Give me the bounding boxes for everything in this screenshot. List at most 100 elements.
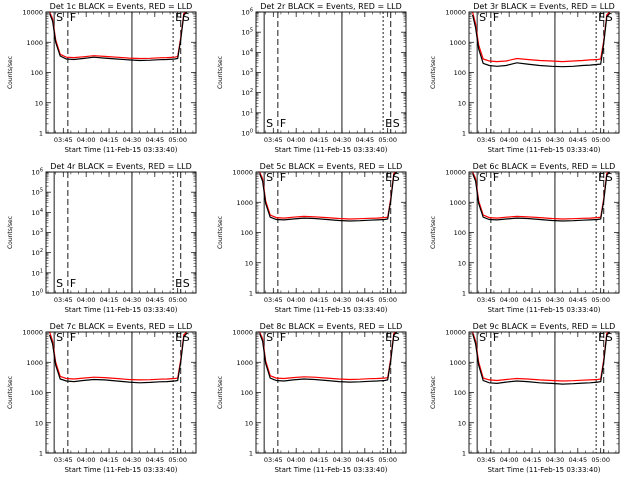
- y-tick-label: 1000: [449, 359, 466, 367]
- y-tick-label: 10000: [232, 169, 253, 177]
- y-tick-label: 1: [39, 130, 43, 138]
- x-tick-label: 05:00: [168, 136, 187, 144]
- plot-frame: [255, 331, 407, 454]
- marker-label: E: [385, 117, 392, 130]
- y-tick-label: 101: [242, 108, 253, 117]
- marker-label: E: [175, 277, 182, 290]
- y-tick-label: 1: [462, 450, 466, 458]
- plot-frame: [468, 171, 620, 294]
- x-tick-label: 03:45: [54, 296, 73, 304]
- plot-frame: [45, 11, 197, 134]
- x-tick-label: 05:00: [168, 456, 187, 464]
- marker-label: F: [493, 171, 499, 184]
- panel-title: Det 8c BLACK = Events, RED = LLD: [260, 322, 403, 331]
- series-line-lld: [259, 331, 398, 381]
- y-axis-label: Counts/sec: [7, 216, 14, 249]
- marker-label: S: [479, 331, 486, 344]
- x-tick-label: 04:15: [100, 296, 119, 304]
- x-tick-label: 04:45: [568, 136, 587, 144]
- x-tick-label: 05:00: [168, 296, 187, 304]
- y-tick-label: 1000: [26, 39, 43, 47]
- y-axis-label: Counts/sec: [217, 56, 224, 89]
- x-tick-label: 04:45: [568, 296, 587, 304]
- plot-frame: [45, 331, 197, 454]
- y-tick-label: 100: [454, 69, 466, 77]
- plot-frame: [468, 11, 620, 134]
- marker-label: S: [479, 11, 486, 24]
- panel-title: Det 9c BLACK = Events, RED = LLD: [473, 322, 616, 331]
- marker-label: S: [266, 171, 273, 184]
- x-axis-label: Start Time (11-Feb-15 03:33:40): [274, 466, 387, 474]
- y-tick-label: 1000: [449, 199, 466, 207]
- y-tick-label: 1: [462, 130, 466, 138]
- x-tick-label: 03:45: [54, 136, 73, 144]
- marker-label: S: [606, 331, 613, 344]
- y-tick-label: 10: [245, 259, 253, 267]
- series-line-lld: [49, 331, 188, 381]
- series-line-lld: [472, 11, 611, 63]
- marker-label: S: [56, 11, 63, 24]
- y-tick-label: 106: [32, 168, 43, 177]
- x-tick-label: 05:00: [378, 296, 397, 304]
- marker-label: E: [175, 331, 182, 344]
- y-tick-label: 10000: [445, 329, 466, 337]
- marker-label: S: [266, 117, 273, 130]
- plot-frame: [255, 171, 407, 294]
- y-tick-label: 105: [32, 188, 43, 197]
- series-line-events: [49, 332, 188, 384]
- panel-2: Det 2r BLACK = Events, RED = LLD Counts/s…: [217, 2, 407, 154]
- y-tick-label: 104: [32, 208, 43, 217]
- x-tick-label: 03:45: [477, 296, 496, 304]
- marker-label: E: [598, 11, 605, 24]
- x-tick-label: 04:45: [145, 296, 164, 304]
- x-tick-label: 04:00: [500, 136, 519, 144]
- y-tick-label: 10: [458, 419, 466, 427]
- y-tick-label: 103: [32, 228, 43, 237]
- x-tick-label: 05:00: [591, 456, 610, 464]
- x-tick-label: 05:00: [378, 136, 397, 144]
- series-line-lld: [259, 171, 398, 220]
- series-line-events: [259, 171, 398, 222]
- series-line-lld: [49, 11, 188, 60]
- y-tick-label: 100: [32, 289, 43, 298]
- marker-label: S: [479, 171, 486, 184]
- series-line-events: [472, 12, 611, 68]
- marker-label: E: [385, 331, 392, 344]
- y-tick-label: 100: [31, 69, 43, 77]
- marker-label: F: [70, 331, 76, 344]
- y-axis-label: Counts/sec: [7, 376, 14, 409]
- x-tick-label: 04:30: [333, 296, 352, 304]
- marker-label: F: [280, 117, 286, 130]
- marker-label: F: [493, 11, 499, 24]
- marker-label: S: [183, 11, 190, 24]
- y-tick-label: 100: [31, 389, 43, 397]
- x-tick-label: 04:15: [523, 456, 542, 464]
- x-axis-label: Start Time (11-Feb-15 03:33:40): [487, 306, 600, 314]
- y-tick-label: 10000: [445, 9, 466, 17]
- x-tick-label: 04:30: [333, 136, 352, 144]
- marker-label: S: [183, 331, 190, 344]
- y-tick-label: 10: [35, 99, 43, 107]
- y-axis-label: Counts/sec: [7, 56, 14, 89]
- series-line-lld: [472, 171, 611, 220]
- x-tick-label: 04:15: [523, 136, 542, 144]
- y-tick-label: 10: [458, 99, 466, 107]
- series-line-events: [472, 171, 611, 222]
- y-tick-label: 10: [245, 419, 253, 427]
- x-tick-label: 04:30: [546, 296, 565, 304]
- y-tick-label: 10000: [445, 169, 466, 177]
- marker-label: S: [266, 331, 273, 344]
- x-tick-label: 05:00: [378, 456, 397, 464]
- panel-title: Det 3r BLACK = Events, RED = LLD: [473, 2, 615, 11]
- x-tick-label: 04:15: [100, 136, 119, 144]
- x-tick-label: 04:30: [546, 136, 565, 144]
- marker-label: F: [493, 331, 499, 344]
- marker-label: S: [393, 331, 400, 344]
- x-axis-label: Start Time (11-Feb-15 03:33:40): [274, 306, 387, 314]
- x-tick-label: 04:15: [310, 456, 329, 464]
- series-line-events: [472, 331, 611, 385]
- x-tick-label: 04:30: [123, 136, 142, 144]
- y-tick-label: 100: [454, 389, 466, 397]
- x-axis-label: Start Time (11-Feb-15 03:33:40): [64, 306, 177, 314]
